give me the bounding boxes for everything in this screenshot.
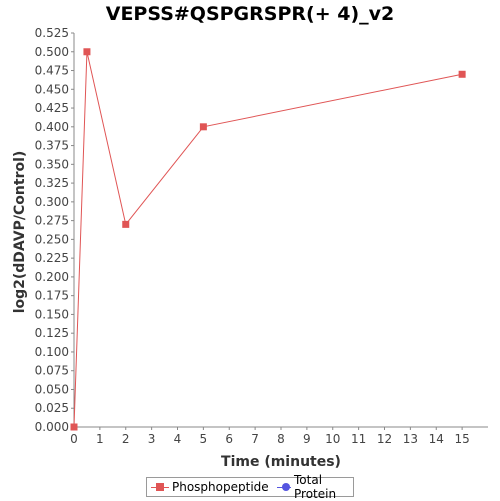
y-tick-label: 0.125: [35, 326, 69, 340]
data-point: [458, 70, 466, 78]
y-tick-label: 0.425: [35, 101, 69, 115]
square-marker-icon: [151, 481, 169, 493]
x-tick-label: 1: [96, 432, 104, 446]
y-axis-label: log2(dDAVP/Control): [12, 151, 28, 314]
y-tick-label: 0.400: [35, 120, 69, 134]
x-tick-label: 4: [174, 432, 182, 446]
data-point: [122, 220, 130, 228]
x-tick-label: 14: [429, 432, 444, 446]
legend-label-total-protein: Total Protein: [294, 473, 337, 501]
y-tick-label: 0.050: [35, 382, 69, 396]
data-point: [199, 123, 207, 131]
y-tick-label: 0.225: [35, 251, 69, 265]
data-point: [83, 48, 91, 56]
x-tick-label: 2: [122, 432, 130, 446]
y-tick-label: 0.150: [35, 307, 69, 321]
x-tick-label: 0: [70, 432, 78, 446]
y-tick-label: 0.525: [35, 26, 69, 40]
axes: 0.000 0.025 0.050 0.075 0.100 0.125 0.150 0.175…: [35, 26, 488, 446]
y-tick-label: 0.175: [35, 289, 69, 303]
circle-marker-icon: [276, 481, 292, 493]
y-tick-label: 0.075: [35, 364, 69, 378]
y-tick-label: 0.500: [35, 45, 69, 59]
chart-title: VEPSS#QSPGRSPR(+ 4)_v2: [105, 3, 395, 25]
y-tick-label: 0.300: [35, 195, 69, 209]
x-tick-label: 11: [351, 432, 366, 446]
y-tick-label: 0.200: [35, 270, 69, 284]
data-point: [70, 423, 78, 431]
y-tick-label: 0.450: [35, 82, 69, 96]
legend-label-phosphopeptide: Phosphopeptide: [172, 480, 269, 494]
x-tick-label: 12: [377, 432, 392, 446]
y-tick-label: 0.025: [35, 401, 69, 415]
x-axis-label: Time (minutes): [221, 454, 341, 470]
legend-item-phosphopeptide: Phosphopeptide: [151, 480, 269, 494]
legend: Phosphopeptide Total Protein: [146, 473, 354, 501]
y-tick-label: 0.375: [35, 139, 69, 153]
y-tick-label: 0.100: [35, 345, 69, 359]
y-tick-label: 0.275: [35, 214, 69, 228]
x-tick-label: 8: [277, 432, 285, 446]
x-tick-label: 15: [454, 432, 469, 446]
y-tick-label: 0.325: [35, 176, 69, 190]
x-tick-label: 3: [148, 432, 156, 446]
x-tick-label: 13: [403, 432, 418, 446]
y-tick-label: 0.000: [35, 420, 69, 434]
y-tick-label: 0.350: [35, 157, 69, 171]
x-tick-label: 7: [251, 432, 259, 446]
x-tick-label: 9: [303, 432, 311, 446]
y-tick-label: 0.475: [35, 64, 69, 78]
series-line-0: [73, 51, 463, 428]
x-tick-label: 6: [225, 432, 233, 446]
legend-item-total-protein: Total Protein: [276, 473, 353, 501]
y-tick-label: 0.250: [35, 232, 69, 246]
x-tick-label: 10: [325, 432, 340, 446]
x-tick-label: 5: [200, 432, 208, 446]
series-layer: [70, 48, 466, 431]
